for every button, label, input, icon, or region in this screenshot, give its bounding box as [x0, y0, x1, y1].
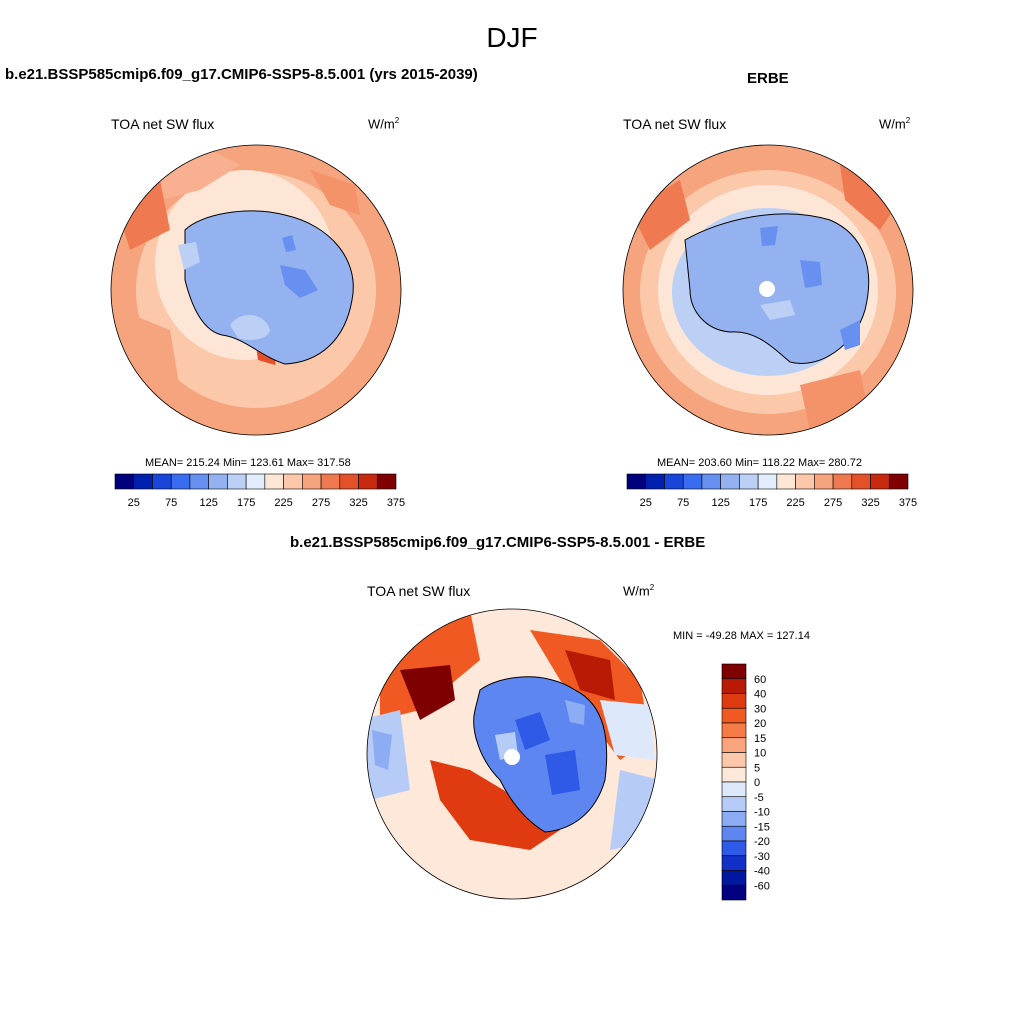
colorbar-tick-label: -10	[754, 807, 770, 819]
panel-3-colorbar: 60 40 30 20 15 10 5 0 -5 -10 -15 -20 -30 -40 -60	[721, 663, 770, 901]
colorbar-swatch	[376, 473, 397, 490]
colorbar-tick-label: -20	[754, 836, 770, 848]
colorbar-swatch	[721, 825, 747, 842]
colorbar-tick-label: 375	[387, 497, 405, 509]
colorbar-swatch	[721, 678, 747, 694]
figure-title: DJF	[486, 22, 538, 53]
colorbar-swatch	[721, 870, 747, 886]
colorbar-tick-label: 225	[274, 497, 292, 509]
panel-2-title: ERBE	[747, 70, 789, 87]
colorbar-tick-label: 275	[824, 497, 842, 509]
colorbar-tick-label: 15	[754, 733, 766, 745]
colorbar-tick-label: 30	[754, 703, 766, 715]
colorbar-swatch	[721, 707, 747, 724]
colorbar-tick-label: 25	[640, 497, 652, 509]
colorbar-tick-label: -15	[754, 821, 770, 833]
colorbar-tick-label: 275	[312, 497, 330, 509]
panel-1-colorbar: 25 75 125 175 225 275 325 375	[114, 473, 405, 509]
panel-1-stats: MEAN= 215.24 Min= 123.61 Max= 317.58	[145, 457, 351, 469]
colorbar-tick-label: -30	[754, 851, 770, 863]
colorbar-tick-label: 60	[754, 674, 766, 686]
colorbar-swatch	[721, 884, 747, 901]
panel-3-variable: TOA net SW flux	[367, 583, 471, 599]
colorbar-tick-label: 175	[237, 497, 255, 509]
panel-2-stats: MEAN= 203.60 Min= 118.22 Max= 280.72	[657, 457, 862, 469]
colorbar-swatch	[721, 752, 747, 768]
panel-2-units: W/m2	[879, 116, 911, 132]
panel-3-units: W/m2	[623, 583, 655, 599]
colorbar-tick-label: 20	[754, 718, 766, 730]
colorbar-tick-label: 125	[199, 497, 217, 509]
colorbar-swatch	[721, 737, 747, 753]
colorbar-tick-label: 325	[861, 497, 879, 509]
panel-3-title: b.e21.BSSP585cmip6.f09_g17.CMIP6-SSP5-8.…	[290, 534, 706, 551]
colorbar-tick-label: -5	[754, 792, 764, 804]
colorbar-tick-label: 5	[754, 762, 760, 774]
panel-1-title: b.e21.BSSP585cmip6.f09_g17.CMIP6-SSP5-8.…	[5, 66, 478, 83]
panel-2-colorbar: 25 75 125 175 225 275 325 375	[626, 473, 917, 509]
colorbar-tick-label: 10	[754, 748, 766, 760]
colorbar-tick-label: 40	[754, 689, 766, 701]
panel-3-stats: MIN = -49.28 MAX = 127.14	[673, 630, 810, 642]
colorbar-tick-label: 75	[677, 497, 689, 509]
colorbar-swatch	[721, 693, 747, 709]
colorbar-tick-label: -40	[754, 866, 770, 878]
colorbar-swatch	[721, 855, 747, 871]
colorbar-swatch	[721, 766, 747, 783]
colorbar-swatch	[721, 663, 747, 680]
panel-1-units: W/m2	[368, 116, 400, 132]
colorbar-tick-label: 225	[786, 497, 804, 509]
colorbar-swatch	[721, 796, 747, 812]
colorbar-swatch	[721, 722, 747, 739]
colorbar-swatch	[888, 473, 909, 490]
colorbar-tick-label: 75	[165, 497, 177, 509]
panel-1-variable: TOA net SW flux	[111, 116, 215, 132]
colorbar-tick-label: 125	[711, 497, 729, 509]
colorbar-tick-label: 375	[899, 497, 917, 509]
colorbar-swatch	[721, 811, 747, 827]
colorbar-tick-label: 0	[754, 777, 760, 789]
colorbar-tick-label: 175	[749, 497, 767, 509]
colorbar-tick-label: 25	[128, 497, 140, 509]
colorbar-tick-label: 325	[349, 497, 367, 509]
colorbar-tick-label: -60	[754, 880, 770, 892]
panel-2-variable: TOA net SW flux	[623, 116, 727, 132]
colorbar-swatch	[721, 840, 747, 857]
colorbar-swatch	[721, 781, 747, 798]
